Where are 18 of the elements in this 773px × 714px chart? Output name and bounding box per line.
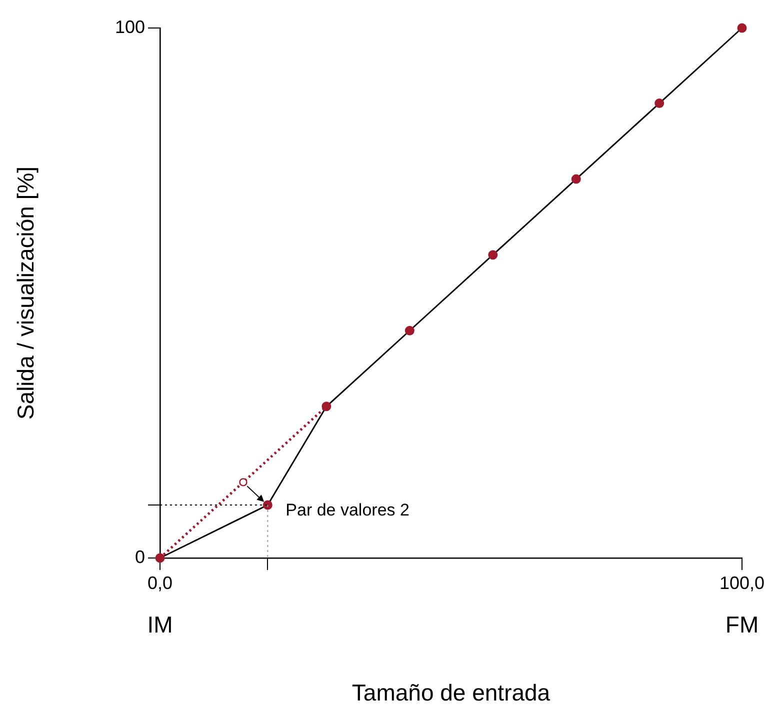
x-axis-title: Tamaño de entrada [352,679,550,706]
x-tick-label: 0,0 [147,572,173,593]
x-tick-label: 100,0 [719,572,765,593]
point [322,402,332,412]
text: IM [147,611,173,638]
point [239,478,248,486]
y-tick-label: 0 [134,546,145,567]
point [155,553,165,563]
text: FM [725,611,759,638]
point [654,98,664,108]
point [737,23,747,33]
point [262,500,272,510]
y-tick-label: 100 [114,16,145,37]
point [571,174,581,184]
point [488,250,498,260]
point [404,326,414,336]
y-axis-title: Salida / visualización [%] [12,166,38,420]
annotation: Par de valores 2 [286,500,410,520]
